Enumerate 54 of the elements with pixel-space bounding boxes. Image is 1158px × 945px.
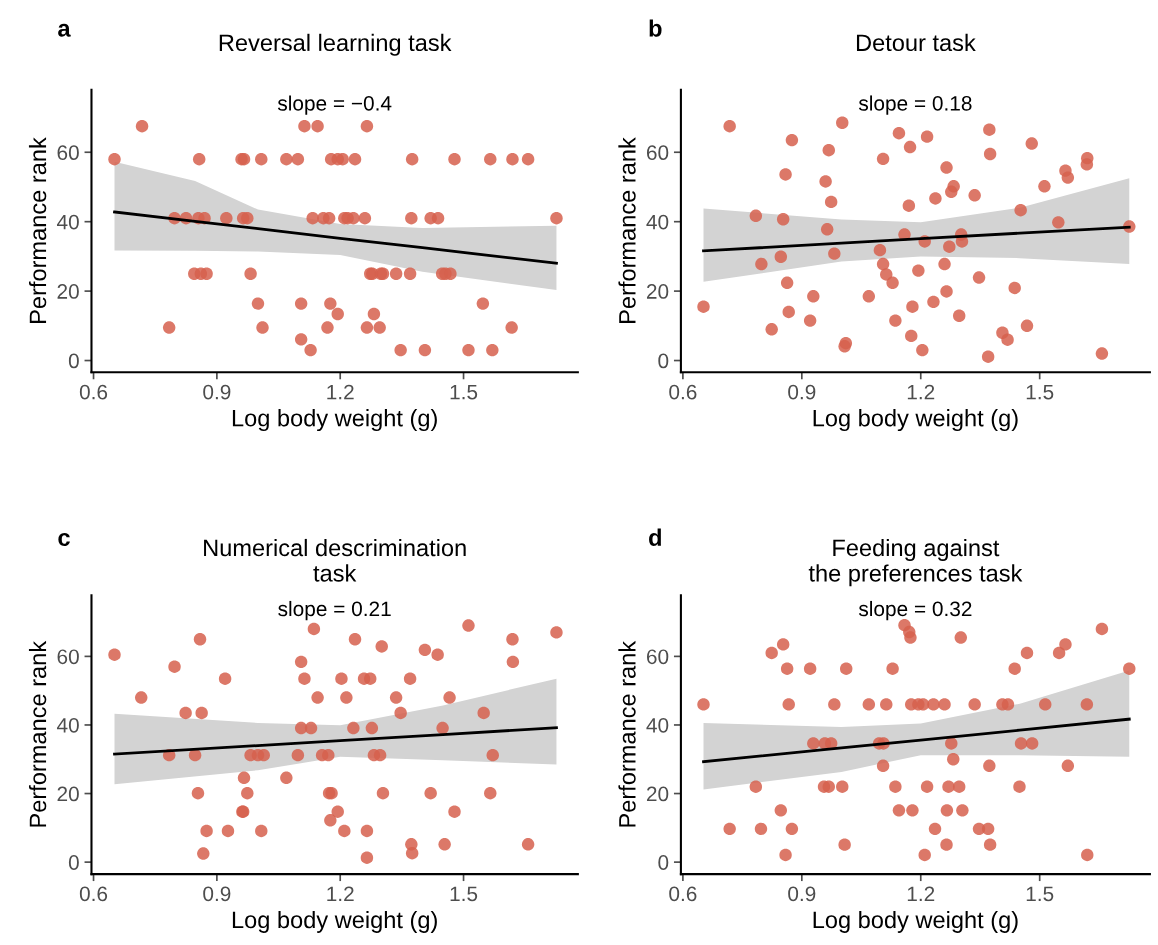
chart-title: Numerical descrimination task bbox=[204, 538, 466, 582]
annotation: slope = 0.21 bbox=[278, 600, 391, 621]
y-tick-label: 60 bbox=[57, 649, 79, 665]
x-tick-label: 0.6 bbox=[79, 886, 108, 902]
y-tick-label: 20 bbox=[646, 786, 669, 802]
line-series bbox=[702, 717, 1131, 764]
annotation: slope = 0.32 bbox=[858, 600, 972, 621]
x-tick-label: 0.6 bbox=[669, 384, 697, 400]
x-tick-label: 1.5 bbox=[1026, 886, 1054, 902]
annotation: slope = 0.18 bbox=[858, 95, 972, 115]
y-tick-label: 0 bbox=[68, 353, 79, 369]
x-tick-label: 1.2 bbox=[327, 886, 354, 902]
x-axis-title: Log body weight (g) bbox=[232, 409, 437, 432]
x-tick-label: 0.9 bbox=[203, 886, 231, 902]
x-tick-label: 1.2 bbox=[327, 384, 354, 400]
text: d bbox=[649, 528, 661, 546]
chart-title: Reversal learning task bbox=[219, 33, 452, 56]
x-tick-label: 1.2 bbox=[907, 886, 935, 902]
x-tick-label: 1.5 bbox=[1026, 384, 1054, 400]
x-tick-label: 0.9 bbox=[788, 886, 816, 902]
y-tick-label: 60 bbox=[57, 145, 79, 161]
y-tick-label: 0 bbox=[68, 855, 79, 870]
text: a bbox=[58, 23, 71, 37]
y-tick-label: 20 bbox=[57, 786, 79, 802]
chart-title: Detour task bbox=[856, 33, 976, 52]
x-axis-title: Log body weight (g) bbox=[813, 409, 1018, 432]
x-tick-label: 0.9 bbox=[788, 384, 816, 400]
y-tick-label: 40 bbox=[56, 717, 79, 733]
y-axis-title: Performance rank bbox=[618, 137, 636, 323]
x-tick-label: 0.6 bbox=[79, 384, 108, 400]
y-tick-label: 60 bbox=[646, 649, 669, 665]
annotation: slope = −0.4 bbox=[277, 95, 392, 115]
y-tick-label: 20 bbox=[646, 284, 669, 299]
y-tick-label: 0 bbox=[658, 353, 669, 369]
y-axis-title: Performance rank bbox=[28, 137, 47, 323]
y-tick-label: 60 bbox=[646, 145, 669, 161]
x-axis-title: Log body weight (g) bbox=[232, 910, 437, 933]
y-tick-label: 40 bbox=[646, 717, 669, 733]
y-axis-title: Performance rank bbox=[28, 640, 47, 827]
x-tick-label: 1.2 bbox=[907, 384, 935, 400]
x-axis-title: Log body weight (g) bbox=[813, 910, 1018, 933]
text: b bbox=[649, 19, 662, 37]
y-tick-label: 40 bbox=[646, 214, 669, 230]
x-tick-label: 0.6 bbox=[669, 886, 697, 902]
y-tick-label: 40 bbox=[56, 214, 79, 230]
y-tick-label: 20 bbox=[57, 284, 79, 299]
y-axis-title: Performance rank bbox=[618, 640, 636, 827]
chart-title: Feeding against the preferences task bbox=[808, 538, 1023, 587]
line-series bbox=[113, 210, 558, 265]
text: c bbox=[58, 532, 70, 546]
x-tick-label: 0.9 bbox=[203, 384, 231, 400]
x-tick-label: 1.5 bbox=[450, 384, 478, 400]
x-tick-label: 1.5 bbox=[450, 886, 478, 902]
y-tick-label: 0 bbox=[658, 855, 669, 870]
